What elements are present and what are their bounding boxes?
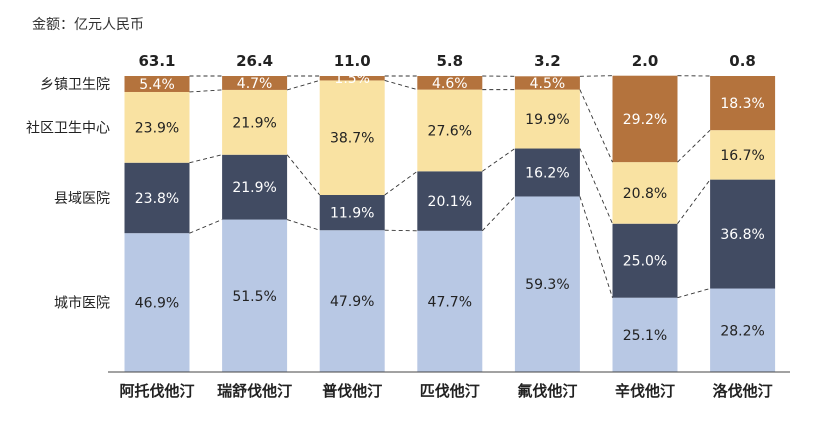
category-label: 普伐他汀 bbox=[322, 382, 382, 400]
connector-line bbox=[286, 80, 320, 91]
connector-line bbox=[579, 75, 613, 77]
connector-line bbox=[482, 148, 516, 172]
data-label: 27.6% bbox=[428, 123, 472, 139]
total-label: 0.8 bbox=[729, 52, 756, 70]
data-label: 4.5% bbox=[530, 76, 566, 92]
bar-segment bbox=[319, 230, 385, 372]
data-label: 4.6% bbox=[432, 76, 468, 92]
bar-segment bbox=[222, 76, 288, 90]
connector-line bbox=[384, 80, 418, 91]
bar-segment bbox=[319, 76, 385, 81]
data-label: 18.3% bbox=[720, 96, 764, 112]
total-label: 2.0 bbox=[632, 52, 659, 70]
bar-segment bbox=[612, 162, 678, 224]
bar-segment bbox=[514, 148, 580, 197]
data-label: 28.2% bbox=[720, 323, 764, 339]
data-label: 20.1% bbox=[428, 194, 472, 210]
bar-segment bbox=[222, 89, 288, 155]
bar-segment bbox=[612, 297, 678, 372]
series-label: 县域医院 bbox=[54, 191, 110, 207]
total-label: 5.8 bbox=[437, 52, 464, 70]
category-label: 辛伐他汀 bbox=[615, 382, 675, 400]
bar-segment bbox=[417, 171, 483, 231]
total-label: 3.2 bbox=[534, 52, 561, 70]
total-label: 11.0 bbox=[334, 52, 371, 70]
bar-segment bbox=[417, 230, 483, 372]
connector-line bbox=[189, 89, 223, 93]
data-label: 36.8% bbox=[720, 227, 764, 243]
data-label: 5.4% bbox=[139, 77, 175, 93]
connector-line bbox=[677, 179, 711, 224]
data-label: 25.0% bbox=[623, 254, 667, 270]
bar-segment bbox=[222, 154, 288, 220]
data-label: 46.9% bbox=[135, 296, 179, 312]
bar-segment bbox=[514, 196, 580, 372]
unit-label: 金额：亿元人民币 bbox=[32, 17, 144, 33]
data-label: 51.5% bbox=[232, 289, 276, 305]
connector-line bbox=[677, 288, 711, 299]
bar-segment bbox=[124, 91, 190, 163]
bar-segment bbox=[222, 219, 288, 372]
data-label: 59.3% bbox=[525, 277, 569, 293]
bar-segment bbox=[710, 130, 776, 180]
bar-segment bbox=[710, 179, 776, 289]
bar-segment bbox=[710, 288, 776, 372]
data-label: 20.8% bbox=[623, 186, 667, 202]
data-label: 16.2% bbox=[525, 165, 569, 181]
connector-line bbox=[677, 129, 711, 163]
data-label: 21.9% bbox=[232, 180, 276, 196]
connector-line bbox=[286, 154, 321, 196]
bar-segment bbox=[124, 162, 190, 234]
category-label: 洛伐他汀 bbox=[713, 382, 773, 400]
connector-line bbox=[384, 229, 418, 232]
data-label: 1.5% bbox=[334, 71, 370, 87]
bar-segment bbox=[612, 223, 678, 298]
data-label: 23.8% bbox=[135, 191, 179, 207]
category-label: 氟伐他汀 bbox=[517, 382, 577, 400]
total-label: 63.1 bbox=[138, 52, 175, 70]
bar-segment bbox=[124, 233, 190, 372]
series-label: 乡镇卫生院 bbox=[40, 77, 110, 93]
bar-segment bbox=[417, 89, 483, 172]
bar-segment bbox=[319, 80, 385, 195]
data-label: 25.1% bbox=[623, 328, 667, 344]
bar-segment bbox=[319, 194, 385, 231]
bar-segment bbox=[710, 76, 776, 131]
data-label: 23.9% bbox=[135, 120, 179, 136]
data-label: 21.9% bbox=[232, 115, 276, 131]
connector-line bbox=[481, 196, 516, 232]
connector-line bbox=[189, 219, 223, 234]
data-label: 47.7% bbox=[428, 294, 472, 310]
series-label: 城市医院 bbox=[54, 295, 110, 312]
connector-line bbox=[579, 196, 613, 298]
data-label: 38.7% bbox=[330, 131, 374, 147]
total-label: 26.4 bbox=[236, 52, 273, 70]
bar-segment bbox=[612, 75, 678, 163]
series-label: 社区卫生中心 bbox=[26, 120, 110, 136]
bar-segment bbox=[514, 76, 580, 90]
bar-segment bbox=[514, 89, 580, 149]
bar-segment bbox=[417, 76, 483, 90]
category-label: 阿托伐他汀 bbox=[119, 382, 194, 400]
data-label: 29.2% bbox=[623, 112, 667, 128]
data-label: 16.7% bbox=[720, 148, 764, 164]
category-label: 匹伐他汀 bbox=[420, 382, 480, 400]
data-label: 47.9% bbox=[330, 294, 374, 310]
connector-line bbox=[579, 89, 613, 163]
connector-line bbox=[286, 219, 320, 231]
category-label: 瑞舒伐他汀 bbox=[217, 382, 292, 400]
bar-segment bbox=[124, 76, 190, 92]
connector-line bbox=[384, 170, 418, 196]
data-label: 4.7% bbox=[237, 76, 273, 92]
data-label: 19.9% bbox=[525, 112, 569, 128]
connector-line bbox=[189, 154, 223, 164]
data-label: 11.9% bbox=[330, 206, 374, 222]
